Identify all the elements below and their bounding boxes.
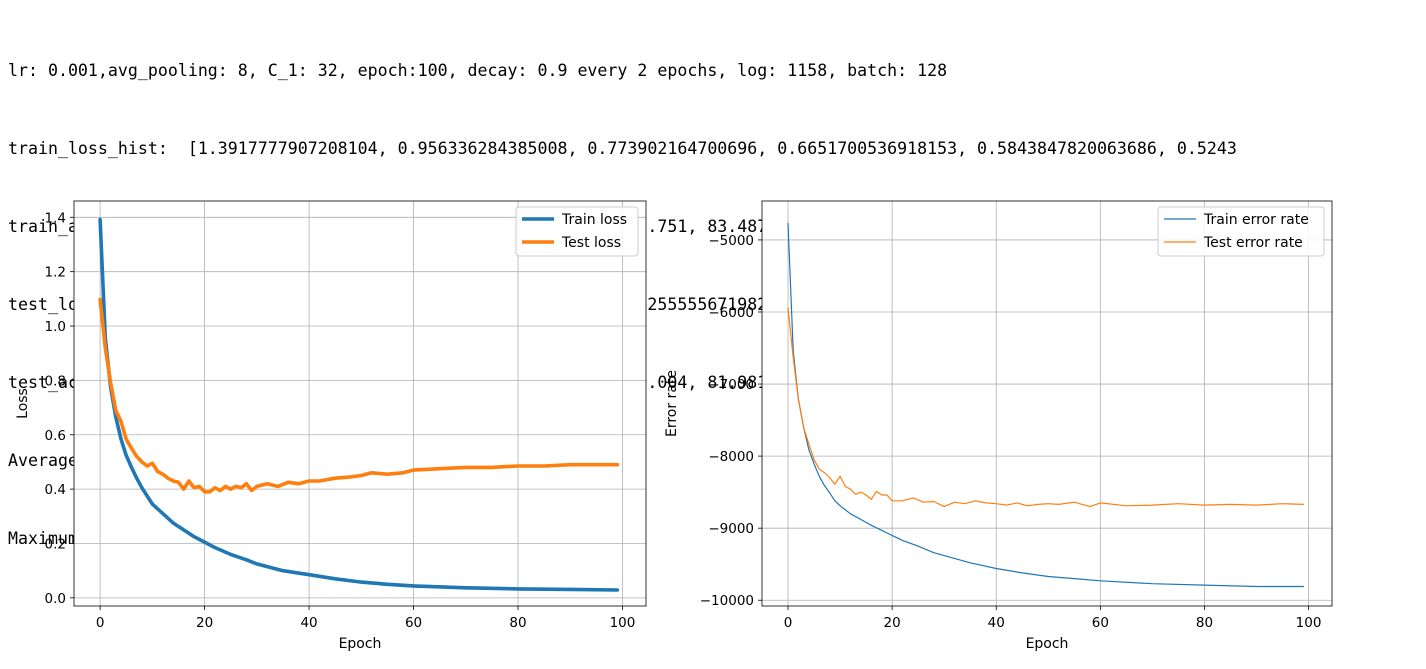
y-axis-label: Error rate xyxy=(664,370,680,437)
y-tick-label: 1.2 xyxy=(45,265,66,281)
y-tick-label: −8000 xyxy=(708,449,754,465)
plot-area xyxy=(74,201,646,606)
series-line-train-error-rate xyxy=(787,222,1305,588)
legend-label: Test loss xyxy=(561,235,621,251)
legend-label: Train error rate xyxy=(1203,212,1309,228)
y-tick-label: 1.0 xyxy=(45,319,66,335)
y-tick-label: −7000 xyxy=(708,377,754,393)
x-tick-label: 40 xyxy=(300,615,317,631)
console-line-train-loss: train_loss_hist: [1.3917777907208104, 0.… xyxy=(8,139,1237,158)
y-tick-label: −10000 xyxy=(700,593,754,609)
x-tick-label: 100 xyxy=(1296,615,1322,631)
y-axis-label: Loss xyxy=(15,388,31,419)
y-tick-label: 0.8 xyxy=(45,373,66,389)
series-line-test-loss xyxy=(98,297,620,494)
y-tick-label: 0.4 xyxy=(45,482,66,498)
legend: Train loss Test loss xyxy=(515,206,639,257)
x-axis-label: Epoch xyxy=(339,636,382,652)
y-tick-label: −6000 xyxy=(708,305,754,321)
x-tick-label: 20 xyxy=(884,615,901,631)
plot-area xyxy=(762,201,1332,606)
x-axis-label: Epoch xyxy=(1026,636,1069,652)
legend-label: Train loss xyxy=(561,212,627,228)
series-line-test-error-rate xyxy=(787,307,1305,508)
x-tick-label: 60 xyxy=(405,615,422,631)
x-tick-label: 100 xyxy=(610,615,636,631)
x-tick-label: 80 xyxy=(509,615,526,631)
legend-box xyxy=(1157,206,1325,257)
x-tick-label: 0 xyxy=(96,615,105,631)
x-tick-label: 0 xyxy=(784,615,793,631)
chart-error-rate: 0 20 40 60 80 100 −5000 −6000 −7000 −8000 −9000 −10… xyxy=(664,200,1333,652)
x-tick-label: 80 xyxy=(1196,615,1213,631)
legend-label: Test error rate xyxy=(1203,235,1303,251)
y-tick-label: 0.6 xyxy=(45,428,66,444)
x-tick-label: 20 xyxy=(196,615,213,631)
plot-frame xyxy=(73,200,647,607)
chart-loss: 0 20 40 60 80 100 0.0 0.2 0.4 0.6 0.8 1.0 1.2 1.4 Epoc… xyxy=(15,200,647,652)
x-tick-label: 40 xyxy=(988,615,1005,631)
plot-frame xyxy=(761,200,1333,607)
y-tick-label: 1.4 xyxy=(45,210,66,226)
y-tick-label: −9000 xyxy=(708,521,754,537)
series-line-train-loss xyxy=(98,217,620,592)
console-line-params: lr: 0.001,avg_pooling: 8, C_1: 32, epoch… xyxy=(8,61,948,80)
y-tick-label: 0.0 xyxy=(45,591,66,607)
legend: Train error rate Test error rate xyxy=(1157,206,1325,257)
x-tick-label: 60 xyxy=(1092,615,1109,631)
y-tick-label: 0.2 xyxy=(45,536,66,552)
y-tick-label: −5000 xyxy=(708,233,754,249)
